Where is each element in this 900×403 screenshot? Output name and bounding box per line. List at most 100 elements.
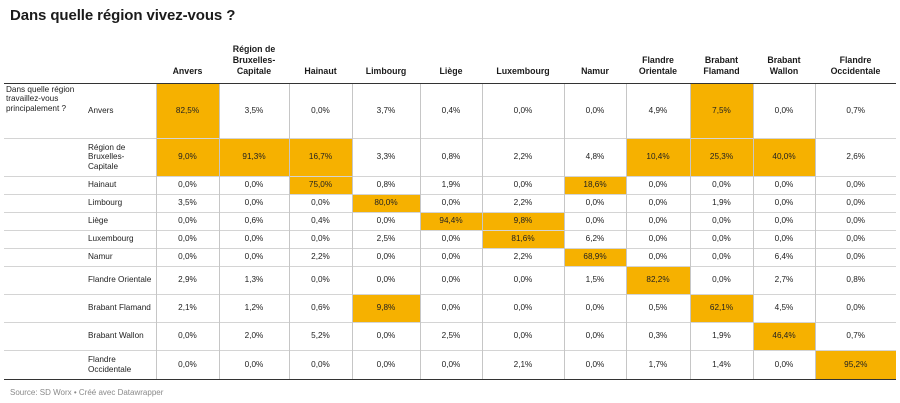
row-label: Liège (86, 211, 156, 230)
data-cell: 0,0% (625, 193, 690, 212)
row-label: Région de Bruxelles-Capitale (86, 137, 156, 176)
data-cell: 0,0% (218, 193, 289, 212)
data-cell: 6,2% (563, 229, 626, 248)
data-cell: 0,0% (351, 247, 420, 266)
data-cell: 0,0% (481, 175, 564, 194)
row-header-spacer (4, 247, 86, 266)
data-cell: 0,0% (419, 265, 482, 294)
data-cell: 0,0% (351, 211, 420, 230)
data-cell: 0,0% (481, 265, 564, 294)
data-cell: 0,0% (481, 321, 564, 350)
data-cell: 0,0% (481, 83, 564, 138)
data-cell: 2,0% (218, 321, 289, 350)
row-label: Hainaut (86, 175, 156, 194)
row-header-spacer (4, 211, 86, 230)
row-header-spacer (4, 293, 86, 322)
data-cell: 0,8% (814, 265, 896, 294)
highlighted-cell: 68,9% (563, 247, 626, 266)
highlighted-cell: 18,6% (563, 175, 626, 194)
column-header: Brabant Flamand (690, 42, 753, 84)
data-cell: 2,1% (481, 349, 564, 380)
highlighted-cell: 80,0% (351, 193, 420, 212)
data-cell: 0,0% (814, 247, 896, 266)
data-cell: 0,0% (752, 229, 815, 248)
data-cell: 0,0% (563, 193, 626, 212)
highlighted-cell: 16,7% (288, 137, 352, 176)
data-cell: 0,0% (288, 83, 352, 138)
highlighted-cell: 46,4% (752, 321, 815, 350)
data-cell: 5,2% (288, 321, 352, 350)
data-cell: 2,6% (814, 137, 896, 176)
data-cell: 0,0% (625, 211, 690, 230)
column-header: Namur (564, 42, 626, 84)
row-label: Flandre Occidentale (86, 349, 156, 380)
data-cell: 2,5% (419, 321, 482, 350)
data-cell: 0,0% (481, 293, 564, 322)
data-cell: 0,7% (814, 321, 896, 350)
row-header-spacer (4, 321, 86, 350)
data-cell: 2,9% (155, 265, 219, 294)
row-label: Namur (86, 247, 156, 266)
column-header: Hainaut (289, 42, 352, 84)
table-row: Brabant Flamand 2,1% 1,2% 0,6% 9,8% 0,0% 0,0% 0… (4, 293, 896, 322)
data-cell: 0,0% (814, 211, 896, 230)
row-header-spacer (4, 193, 86, 212)
data-table: Anvers Région de Bruxelles-Capitale Hainau… (4, 42, 896, 380)
data-cell: 0,0% (563, 321, 626, 350)
data-cell: 0,0% (752, 349, 815, 380)
data-cell: 2,5% (351, 229, 420, 248)
data-cell: 0,0% (689, 265, 753, 294)
table-row: Limbourg 3,5% 0,0% 0,0% 80,0% 0,0% 2,2% 0,0% 0,0… (4, 193, 896, 212)
data-cell: 0,0% (288, 265, 352, 294)
data-cell: 3,7% (351, 83, 420, 138)
data-cell: 0,0% (351, 265, 420, 294)
data-cell: 0,0% (563, 349, 626, 380)
data-cell: 0,0% (689, 175, 753, 194)
data-cell: 0,6% (288, 293, 352, 322)
data-cell: 0,6% (218, 211, 289, 230)
data-cell: 0,0% (351, 349, 420, 380)
data-cell: 0,0% (419, 229, 482, 248)
data-cell: 6,4% (752, 247, 815, 266)
column-header: Anvers (156, 42, 219, 84)
data-cell: 0,0% (625, 175, 690, 194)
table-row: Namur 0,0% 0,0% 2,2% 0,0% 0,0% 2,2% 68,9% 0,0% 0,… (4, 247, 896, 266)
data-cell: 0,0% (689, 229, 753, 248)
data-cell: 0,0% (752, 193, 815, 212)
data-cell: 0,0% (155, 229, 219, 248)
highlighted-cell: 9,0% (155, 137, 219, 176)
corner-cell (4, 42, 86, 84)
data-cell: 0,0% (752, 83, 815, 138)
data-cell: 1,3% (218, 265, 289, 294)
table-row: Luxembourg 0,0% 0,0% 0,0% 2,5% 0,0% 81,6% 6,2% 0… (4, 229, 896, 248)
highlighted-cell: 40,0% (752, 137, 815, 176)
chart-title: Dans quelle région vivez-vous ? (10, 7, 236, 24)
data-cell: 0,0% (419, 193, 482, 212)
row-header-spacer (4, 349, 86, 380)
source-footer: Source: SD Worx • Créé avec Datawrapper (10, 388, 164, 397)
data-cell: 2,2% (481, 137, 564, 176)
data-cell: 2,2% (288, 247, 352, 266)
row-label: Brabant Flamand (86, 293, 156, 322)
highlighted-cell: 62,1% (689, 293, 753, 322)
data-cell: 0,0% (351, 321, 420, 350)
highlighted-cell: 75,0% (288, 175, 352, 194)
row-header-title: Dans quelle région travaillez-vous princ… (6, 84, 75, 113)
data-cell: 0,3% (625, 321, 690, 350)
data-cell: 0,4% (419, 83, 482, 138)
row-header-spacer (4, 229, 86, 248)
data-cell: 0,8% (351, 175, 420, 194)
data-cell: 0,0% (218, 247, 289, 266)
data-cell: 0,0% (218, 175, 289, 194)
data-cell: 0,0% (752, 211, 815, 230)
row-label: Flandre Orientale (86, 265, 156, 294)
data-cell: 0,0% (814, 229, 896, 248)
data-cell: 0,0% (419, 293, 482, 322)
data-cell: 1,9% (689, 193, 753, 212)
column-header: Région de Bruxelles-Capitale (219, 42, 289, 84)
data-cell: 0,0% (689, 247, 753, 266)
data-cell: 1,9% (419, 175, 482, 194)
data-cell: 4,9% (625, 83, 690, 138)
row-header-spacer (4, 265, 86, 294)
data-cell: 3,3% (351, 137, 420, 176)
